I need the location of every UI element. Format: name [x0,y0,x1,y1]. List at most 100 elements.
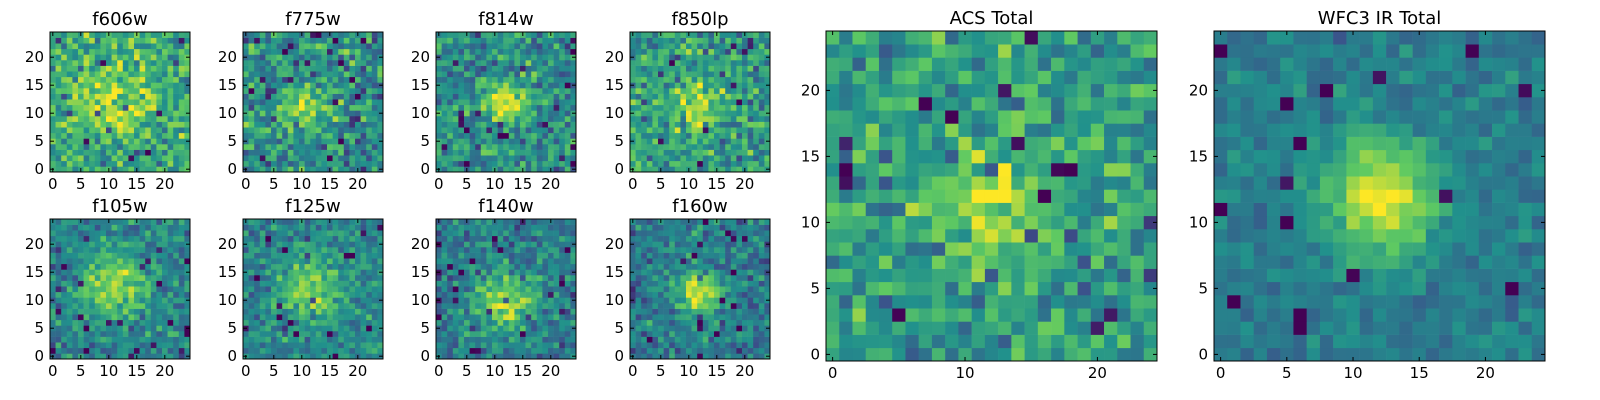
heatmap-cell [536,149,543,156]
heatmap-cell [371,325,378,332]
heatmap-cell [669,110,676,117]
heatmap-cell [697,127,704,134]
heatmap-cell [635,291,642,298]
heatmap-cell [531,149,538,156]
heatmap-cell [686,116,692,122]
heatmap-cell [503,325,510,332]
heatmap-cell [564,166,571,173]
heatmap-cell [646,269,653,276]
heatmap-cell [441,149,448,156]
heatmap-cell [106,342,112,349]
heatmap-cell [50,286,56,293]
heatmap-cell [542,252,549,259]
heatmap-cell [106,308,112,315]
heatmap-cell [134,144,140,150]
heatmap-cell [469,132,476,139]
heatmap-cell [254,308,261,315]
heatmap-cell [497,325,504,332]
heatmap-cell [559,342,566,349]
heatmap-cell [725,325,732,332]
heatmap-cell [293,99,300,106]
heatmap-cell [287,127,294,134]
heatmap-cell [564,71,571,78]
heatmap-cell [315,297,322,304]
heatmap-cell [564,88,571,94]
heatmap-cell [536,286,543,293]
heatmap-cell [134,325,140,332]
heatmap-cell [310,319,317,326]
heatmap-cell [243,127,249,134]
heatmap-cell [304,32,311,38]
heatmap-cell [508,224,515,231]
heatmap-cell [531,65,538,72]
heatmap-cell [708,43,715,50]
heatmap-cell [753,76,760,83]
heatmap-cell [173,219,180,225]
heatmap-cell [167,224,174,231]
heatmap-cell [564,144,571,150]
heatmap-cell [447,342,454,349]
heatmap-cell [559,263,566,270]
heatmap-cell [83,149,90,156]
heatmap-cell [553,297,560,304]
heatmap-cell [525,48,532,55]
heatmap-cell [452,342,459,349]
heatmap-cell [366,314,373,321]
heatmap-cell [243,252,249,259]
heatmap-cell [117,297,124,304]
heatmap-cell [641,99,648,106]
heatmap-cell [321,138,328,145]
heatmap-cell [259,104,266,111]
heatmap-cell [265,149,272,156]
heatmap-cell [559,308,566,315]
heatmap-cell [299,48,305,55]
heatmap-cell [725,54,732,61]
heatmap-cell [50,60,56,66]
heatmap-cell [61,48,68,55]
heatmap-cell [304,331,311,337]
x-tick-label: 10 [99,175,118,193]
heatmap-cell [371,331,378,337]
heatmap-cell [686,275,692,281]
heatmap-cell [259,127,266,134]
heatmap-cell [570,308,577,315]
heatmap-cell [156,127,163,134]
heatmap-cell [464,303,470,309]
heatmap-cell [452,241,459,248]
heatmap-cell [508,252,515,259]
heatmap-cell [758,336,765,343]
heatmap-cell [686,127,692,134]
heatmap-cell [150,43,157,50]
heatmap-cell [514,314,521,321]
heatmap-cell [559,155,566,162]
x-tick-label: 15 [707,175,726,193]
heatmap-cell [635,303,642,309]
heatmap-cell [248,331,255,337]
heatmap-cell [327,224,333,231]
heatmap-cell [167,241,174,248]
heatmap-cell [542,286,549,293]
heatmap-cell [243,275,249,281]
heatmap-cell [697,104,704,111]
heatmap-cell [492,82,498,89]
heatmap-cell [475,353,482,360]
heatmap-cell [669,54,676,61]
y-tick-label: 0 [227,347,237,365]
heatmap-cell [719,37,726,44]
heatmap-cell [293,144,300,150]
heatmap-cell [162,342,168,349]
heatmap-cell [542,297,549,304]
heatmap-cell [117,121,124,128]
heatmap-cell [276,116,283,122]
heatmap-cell [503,155,510,162]
heatmap-cell [89,247,96,253]
heatmap-cell [520,144,526,150]
heatmap-cell [276,219,283,225]
heatmap-cell [78,347,84,354]
heatmap-cell [122,132,129,139]
heatmap-cell [548,230,554,237]
heatmap-cell [310,60,317,66]
heatmap-cell [66,291,73,298]
heatmap-cell [553,93,560,100]
heatmap-cell [162,241,168,248]
